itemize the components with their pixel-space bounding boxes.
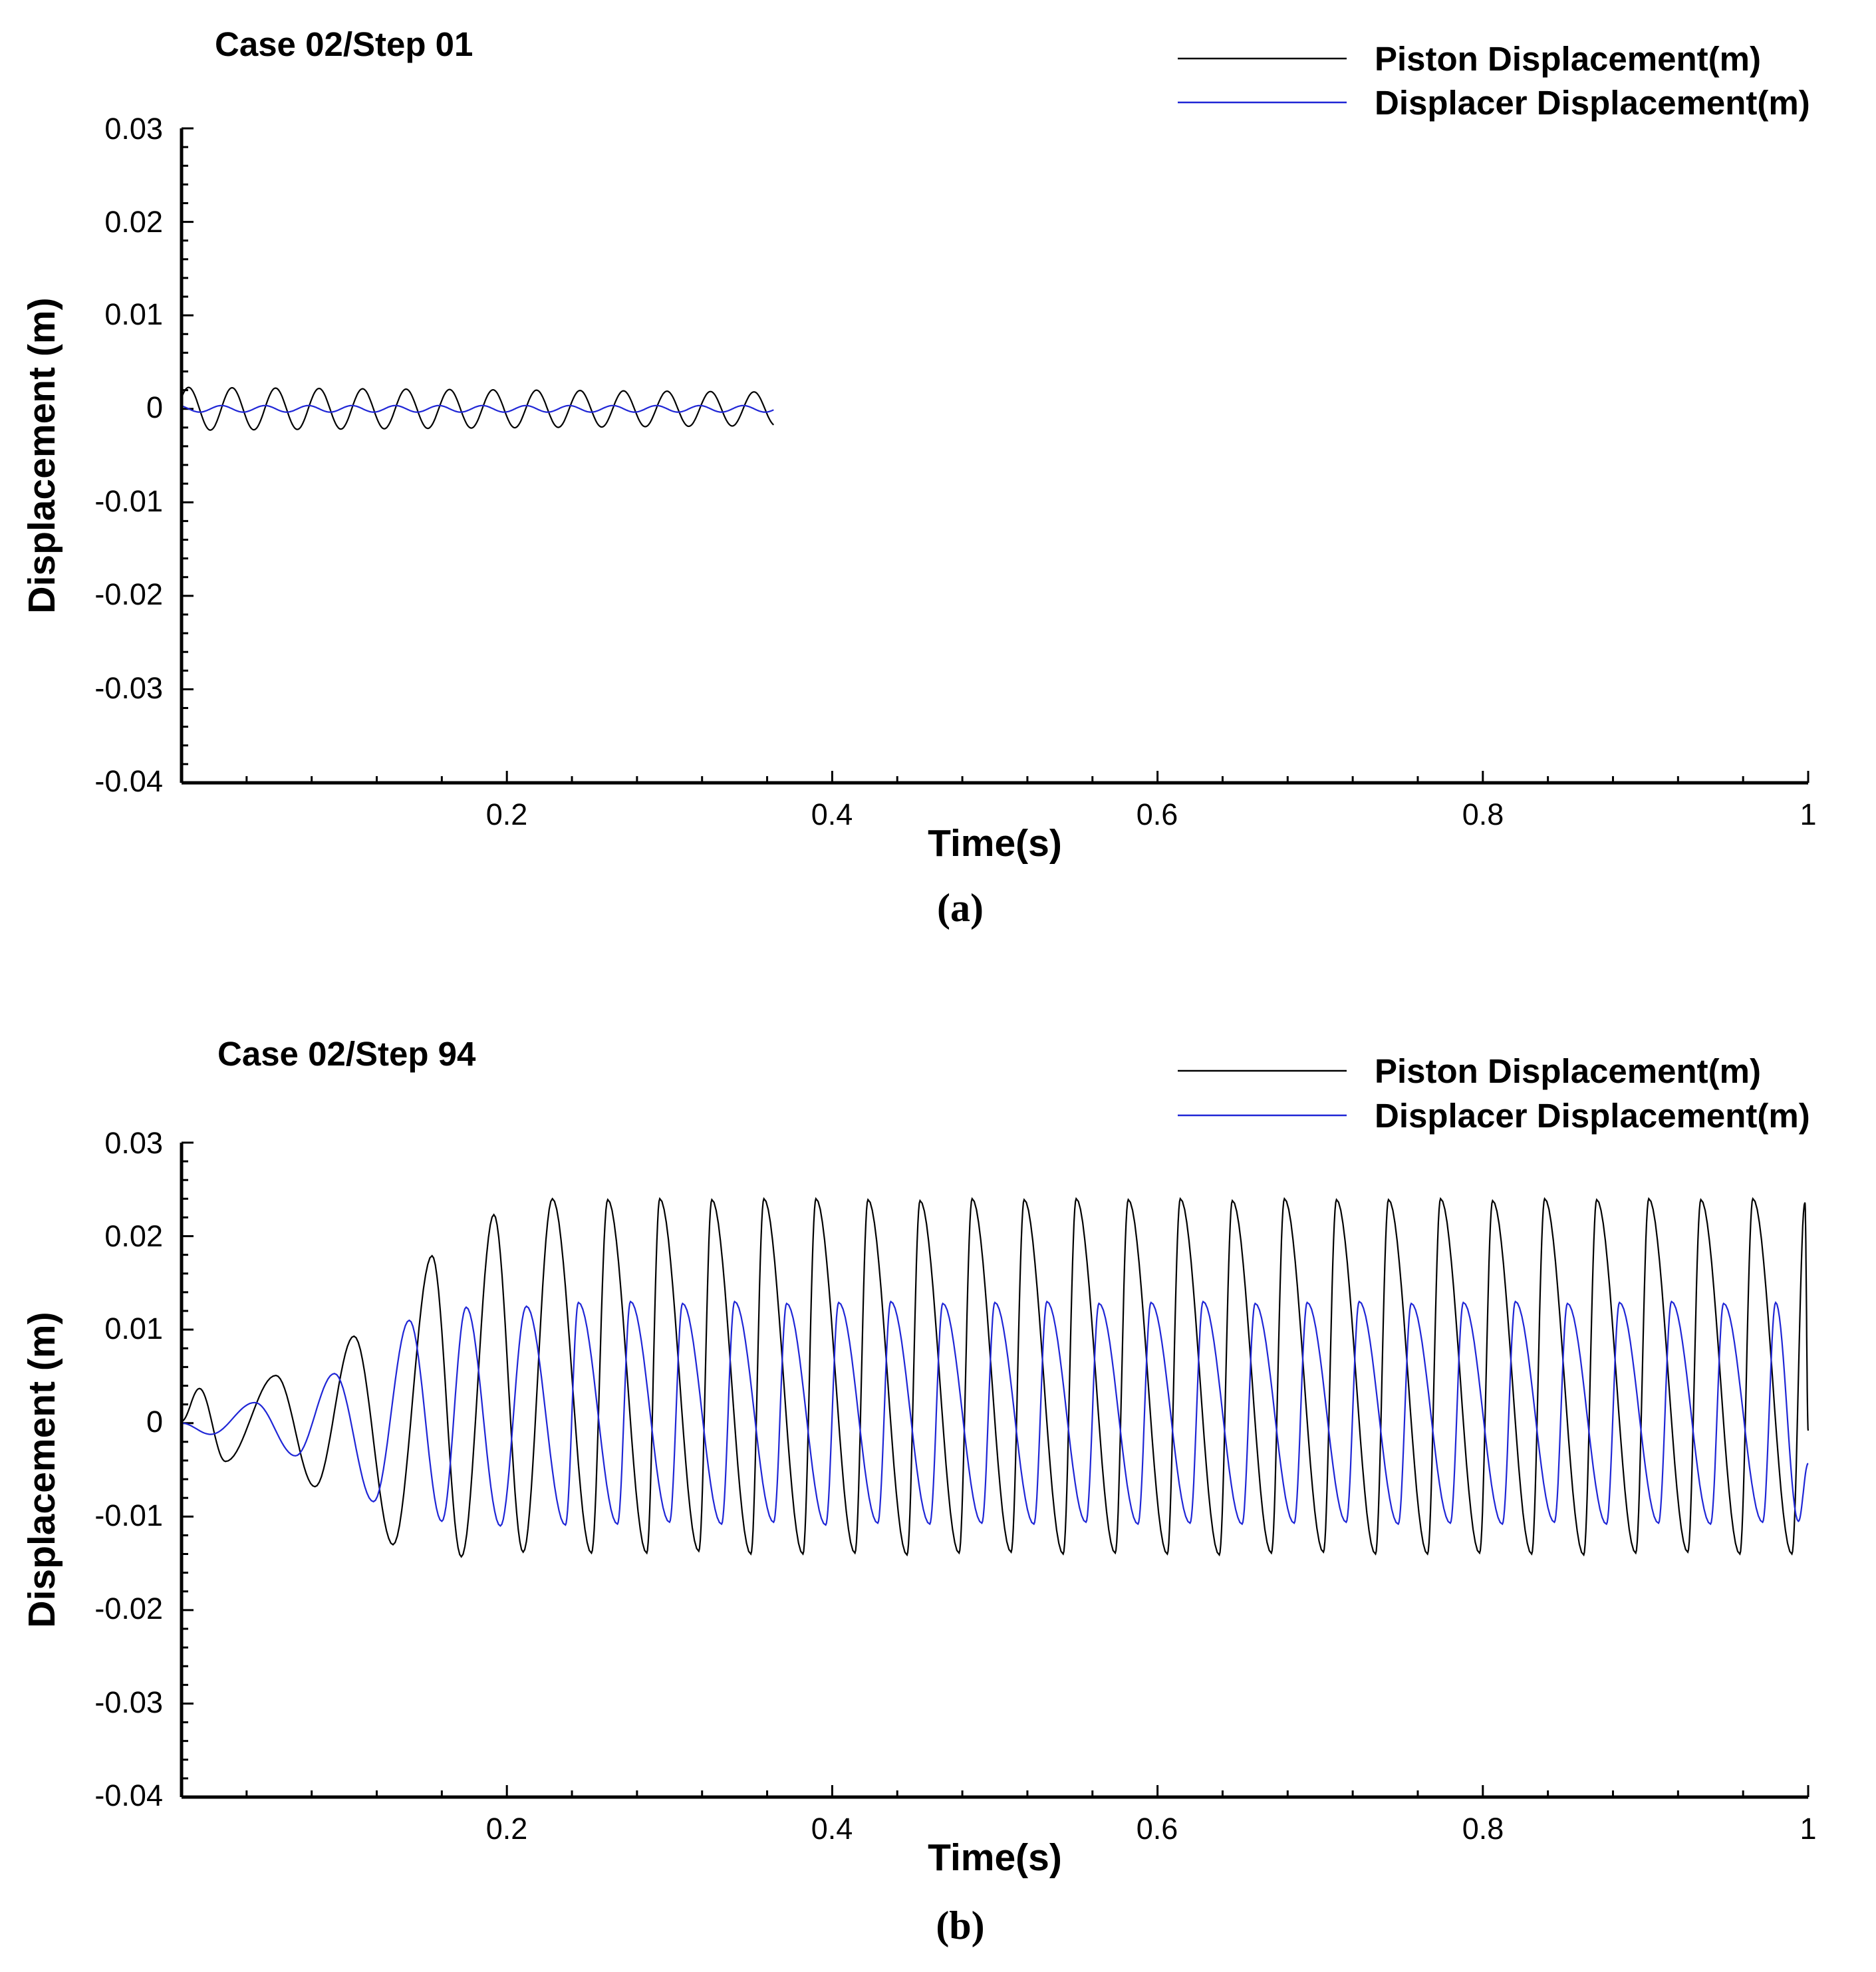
y-tick-label: -0.04	[94, 1778, 163, 1812]
y-tick-label: 0.03	[104, 112, 163, 146]
panel-b: Case 02/Step 94 Piston Displacement(m) D…	[21, 1035, 1817, 1947]
y-tick-label: -0.02	[94, 1592, 163, 1625]
x-tick-label: 0.4	[811, 797, 853, 831]
x-tick-label: 0.2	[486, 797, 528, 831]
plot-area	[180, 127, 1809, 785]
series-line-piston	[181, 1197, 1809, 1558]
y-tick-labels: 0.03 0.02 0.01 0 -0.01 -0.02 -0.03 -0.04	[94, 112, 163, 798]
y-tick-label: -0.01	[94, 484, 163, 518]
y-tick-label: 0.03	[104, 1126, 163, 1160]
series-line-piston	[180, 386, 775, 431]
series-line-displacer	[181, 404, 774, 413]
y-tick-label: 0.01	[104, 1312, 163, 1345]
plot-area	[180, 1141, 1809, 1799]
x-tick-labels: 0.2 0.4 0.6 0.8 1	[486, 797, 1817, 831]
panel-caption: (a)	[937, 886, 984, 930]
x-tick-label: 1	[1800, 1812, 1816, 1846]
axis-ticks	[180, 127, 1809, 784]
legend: Piston Displacement(m) Displacer Displac…	[1178, 40, 1810, 122]
y-axis-title: Displacement (m)	[21, 297, 63, 613]
y-tick-label: -0.02	[94, 577, 163, 611]
y-tick-label: -0.03	[94, 671, 163, 705]
x-tick-label: 0.8	[1462, 797, 1504, 831]
x-tick-label: 0.2	[486, 1812, 528, 1846]
y-tick-label: -0.01	[94, 1498, 163, 1532]
x-tick-label: 0.8	[1462, 1812, 1504, 1846]
legend-label-piston: Piston Displacement(m)	[1375, 40, 1761, 78]
x-axis-title: Time(s)	[928, 1836, 1062, 1879]
series-line-displacer	[181, 1300, 1809, 1527]
legend-label-displacer: Displacer Displacement(m)	[1375, 1097, 1810, 1135]
axis-ticks	[180, 1141, 1809, 1798]
x-tick-label: 0.6	[1137, 797, 1178, 831]
y-tick-labels: 0.03 0.02 0.01 0 -0.01 -0.02 -0.03 -0.04	[94, 1126, 163, 1812]
chart-title: Case 02/Step 01	[215, 25, 473, 63]
x-axis-title: Time(s)	[928, 822, 1062, 865]
x-tick-label: 0.4	[811, 1812, 853, 1846]
legend: Piston Displacement(m) Displacer Displac…	[1178, 1052, 1810, 1135]
y-tick-label: -0.04	[94, 764, 163, 798]
y-tick-label: 0.02	[104, 1219, 163, 1253]
x-tick-label: 1	[1800, 797, 1816, 831]
y-tick-label: 0.01	[104, 297, 163, 331]
x-tick-labels: 0.2 0.4 0.6 0.8 1	[486, 1812, 1817, 1846]
panel-a: Case 02/Step 01 Piston Displacement(m) D…	[21, 25, 1817, 930]
y-axis-title: Displacement (m)	[21, 1312, 63, 1627]
x-tick-label: 0.6	[1137, 1812, 1178, 1846]
chart-title: Case 02/Step 94	[217, 1035, 476, 1073]
y-tick-label: 0	[146, 1405, 163, 1439]
y-tick-label: 0.02	[104, 205, 163, 239]
panel-caption: (b)	[936, 1903, 984, 1947]
legend-label-displacer: Displacer Displacement(m)	[1375, 84, 1810, 122]
y-tick-label: -0.03	[94, 1685, 163, 1719]
y-tick-label: 0	[146, 390, 163, 424]
legend-label-piston: Piston Displacement(m)	[1375, 1052, 1761, 1090]
